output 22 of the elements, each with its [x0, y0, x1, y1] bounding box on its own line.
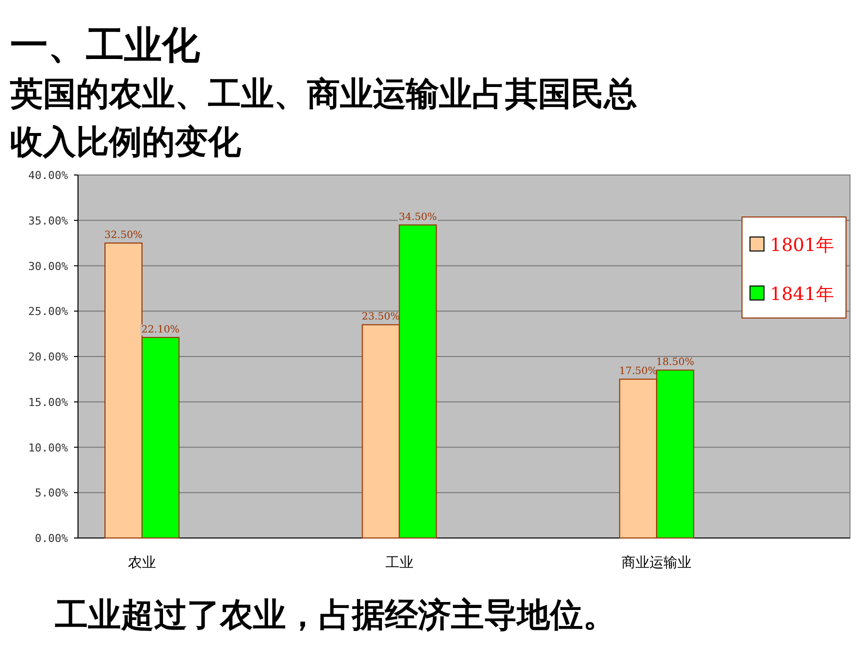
- data-label: 32.50%: [104, 230, 143, 242]
- y-tick-label: 5.00%: [34, 486, 68, 500]
- y-tick-label: 0.00%: [34, 532, 68, 545]
- legend-label: 1841年: [770, 284, 834, 305]
- y-tick-label: 25.00%: [28, 305, 68, 318]
- text: 工业超过了农业，占据经济主导地位。: [54, 595, 616, 634]
- y-tick-label: 15.00%: [28, 396, 68, 409]
- y-tick-label: 40.00%: [28, 169, 68, 182]
- subtitle: 英国的农业、工业、商业运输业占其国民总收入比例的变化: [10, 74, 637, 161]
- y-tick-label: 30.00%: [28, 260, 68, 273]
- y-tick-label: 20.00%: [28, 350, 68, 364]
- data-label: 34.50%: [398, 212, 437, 223]
- title: 一、工业化: [10, 23, 200, 67]
- y-tick-label: 35.00%: [28, 214, 68, 228]
- x-tick-label: 商业运输业: [622, 555, 692, 571]
- x-tick-label: 农业: [128, 555, 156, 571]
- data-label: 23.50%: [362, 312, 400, 323]
- x-tick-label: 工业: [385, 555, 414, 571]
- legend-label: 1801年: [770, 235, 834, 256]
- data-label: 22.10%: [141, 324, 180, 336]
- data-label: 18.50%: [656, 357, 694, 368]
- y-tick-label: 10.00%: [28, 441, 68, 454]
